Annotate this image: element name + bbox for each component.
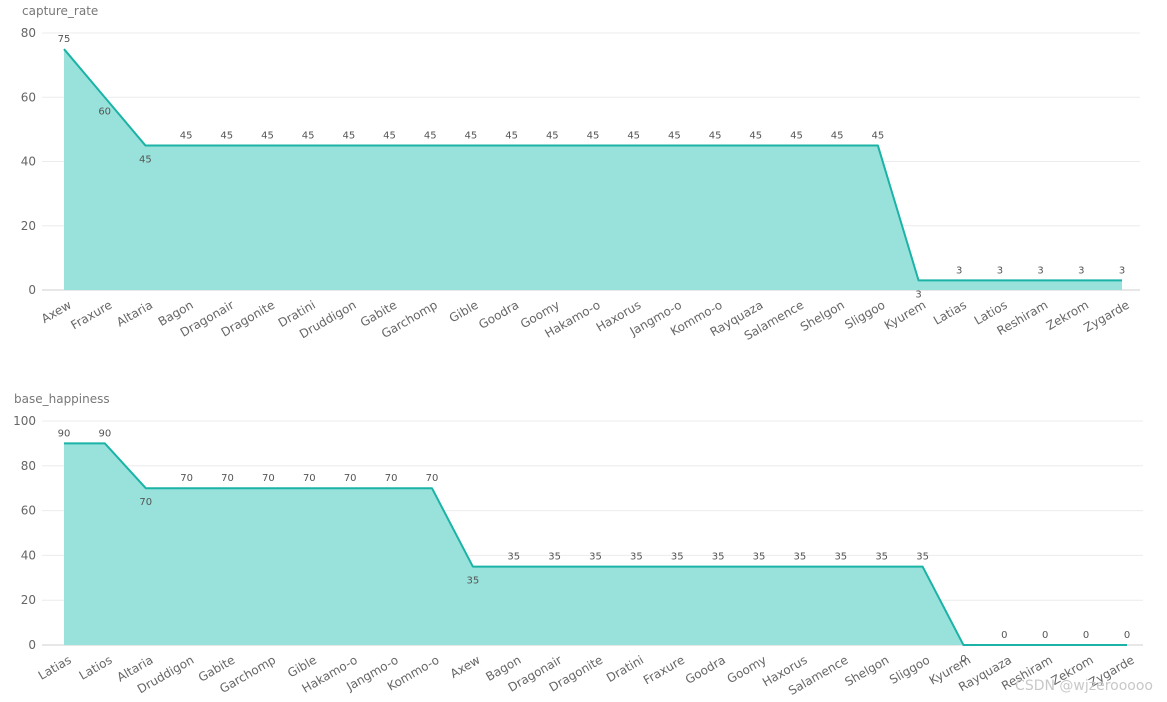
capture-rate-x-tick-label: Goodra xyxy=(476,298,521,332)
capture-rate-data-label: 45 xyxy=(749,130,762,141)
capture-rate-y-tick-label: 60 xyxy=(21,90,36,104)
base-happiness-data-label: 35 xyxy=(630,552,643,563)
capture-rate-data-label: 3 xyxy=(1037,265,1043,276)
base-happiness-data-label: 35 xyxy=(507,552,520,563)
base-happiness-data-label: 0 xyxy=(1124,630,1130,641)
capture-rate-data-label: 3 xyxy=(1078,265,1084,276)
base-happiness-y-tick-label: 20 xyxy=(21,593,36,607)
base-happiness-data-label: 35 xyxy=(753,552,766,563)
capture-rate-data-label: 45 xyxy=(709,130,722,141)
base-happiness-x-tick-label: Goodra xyxy=(683,653,728,687)
capture-rate-data-label: 3 xyxy=(997,265,1003,276)
capture-rate-series-line xyxy=(63,48,1122,282)
capture-rate-data-label: 45 xyxy=(668,130,681,141)
capture-rate-axis-title: capture_rate xyxy=(22,4,99,18)
base-happiness-data-label: 70 xyxy=(385,473,398,484)
base-happiness-data-label: 35 xyxy=(916,552,929,563)
capture-rate-data-label: 45 xyxy=(342,130,355,141)
capture-rate-y-tick-label: 80 xyxy=(21,26,36,40)
base-happiness-data-label: 0 xyxy=(1042,630,1048,641)
capture-rate-x-tick-label: Altaria xyxy=(114,298,155,330)
base-happiness-data-label: 35 xyxy=(466,576,479,587)
capture-rate-data-label: 75 xyxy=(58,34,71,45)
base-happiness-x-tick-label: Axew xyxy=(448,653,483,681)
base-happiness-x-tick-label: Latios xyxy=(77,653,115,683)
capture-rate-data-label: 45 xyxy=(627,130,640,141)
capture-rate-x-tick-label: Zygarde xyxy=(1081,298,1131,335)
base-happiness-x-tick-label: Fraxure xyxy=(641,653,687,688)
capture-rate-data-label: 45 xyxy=(220,130,233,141)
base-happiness-data-label: 35 xyxy=(834,552,847,563)
capture-rate-data-label: 45 xyxy=(139,154,152,165)
base-happiness-data-label: 35 xyxy=(671,552,684,563)
base-happiness-data-label: 35 xyxy=(875,552,888,563)
capture-rate-y-tick-label: 40 xyxy=(21,155,36,169)
base-happiness-y-tick-label: 80 xyxy=(21,459,36,473)
base-happiness-data-label: 0 xyxy=(960,654,966,665)
capture-rate-data-label: 45 xyxy=(261,130,274,141)
capture-rate-data-label: 45 xyxy=(831,130,844,141)
capture-rate-data-label: 3 xyxy=(915,289,921,300)
base-happiness-y-tick-label: 60 xyxy=(21,504,36,518)
base-happiness-data-label: 90 xyxy=(58,428,71,439)
capture-rate-data-label: 45 xyxy=(790,130,803,141)
capture-rate-data-label: 45 xyxy=(383,130,396,141)
capture-rate-data-label: 45 xyxy=(465,130,478,141)
capture-rate-y-tick-label: 0 xyxy=(28,283,36,297)
capture-rate-data-label: 45 xyxy=(546,130,559,141)
capture-rate-data-label: 45 xyxy=(871,130,884,141)
capture-rate-data-label: 3 xyxy=(1119,265,1125,276)
capture-rate-x-tick-label: Sliggoo xyxy=(842,298,887,332)
base-happiness-x-tick-label: Latias xyxy=(36,653,74,683)
base-happiness-axis-title: base_happiness xyxy=(14,392,110,406)
base-happiness-area-fill xyxy=(64,443,1127,645)
capture-rate-x-tick-label: Latias xyxy=(931,298,969,328)
capture-rate-data-label: 45 xyxy=(587,130,600,141)
capture-rate-data-label: 45 xyxy=(505,130,518,141)
base-happiness-x-tick-label: Shelgon xyxy=(842,653,891,689)
base-happiness-data-label: 0 xyxy=(1083,630,1089,641)
capture-rate-data-label: 45 xyxy=(302,130,315,141)
base-happiness-y-tick-label: 0 xyxy=(28,638,36,652)
base-happiness-y-tick-label: 100 xyxy=(13,414,36,428)
base-happiness-data-label: 70 xyxy=(139,497,152,508)
base-happiness-data-label: 35 xyxy=(589,552,602,563)
base-happiness-data-label: 35 xyxy=(794,552,807,563)
base-happiness-y-tick-label: 40 xyxy=(21,548,36,562)
capture-rate-x-tick-label: Gible xyxy=(447,298,481,326)
capture-rate-y-tick-label: 20 xyxy=(21,219,36,233)
capture-rate-x-tick-label: Fraxure xyxy=(68,298,114,333)
capture-rate-data-label: 60 xyxy=(98,106,111,117)
base-happiness-data-label: 0 xyxy=(1001,630,1007,641)
base-happiness-data-label: 70 xyxy=(303,473,316,484)
base-happiness-x-tick-label: Sliggoo xyxy=(887,653,932,687)
base-happiness-data-label: 70 xyxy=(344,473,357,484)
base-happiness-data-label: 70 xyxy=(262,473,275,484)
base-happiness-data-label: 70 xyxy=(426,473,439,484)
base-happiness-x-tick-label: Dratini xyxy=(604,653,646,685)
base-happiness-data-label: 90 xyxy=(99,428,112,439)
csdn-watermark: CSDN @wjzerooooo xyxy=(1015,678,1153,694)
capture-rate-data-label: 45 xyxy=(424,130,437,141)
base-happiness-data-label: 70 xyxy=(221,473,234,484)
base-happiness-data-label: 35 xyxy=(712,552,725,563)
capture-rate-area-fill xyxy=(64,49,1122,290)
capture-rate-data-label: 3 xyxy=(956,265,962,276)
base-happiness-data-label: 70 xyxy=(180,473,193,484)
capture-rate-x-tick-label: Shelgon xyxy=(798,298,847,334)
capture-rate-data-label: 45 xyxy=(180,130,193,141)
base-happiness-series-line xyxy=(64,442,1127,646)
base-happiness-data-label: 35 xyxy=(548,552,561,563)
capture-rate-x-tick-label: Kyurem xyxy=(882,298,928,333)
